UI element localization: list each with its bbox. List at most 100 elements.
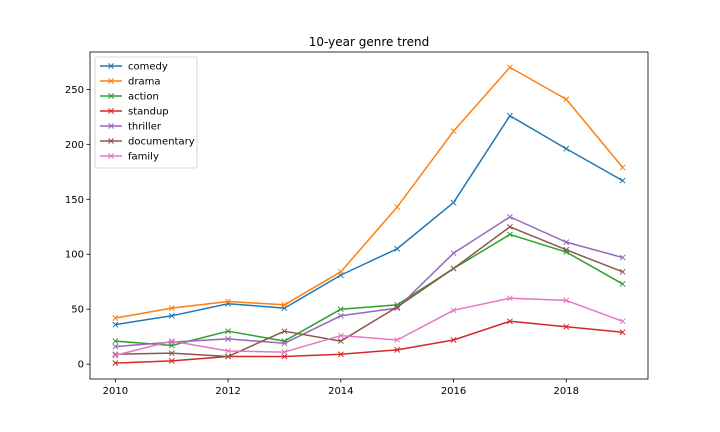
data-point-action	[506, 231, 513, 238]
data-point-standup	[563, 323, 570, 330]
x-tick-label: 2016	[441, 386, 466, 397]
series-line-comedy	[115, 115, 624, 326]
legend-item-thriller: thriller	[100, 122, 162, 133]
data-point-family	[337, 332, 344, 339]
data-point-standup	[337, 351, 344, 358]
data-point-standup	[168, 357, 175, 364]
legend-item-standup: standup	[100, 107, 169, 118]
data-point-drama	[168, 305, 175, 312]
x-tick-label: 2010	[103, 386, 128, 397]
data-point-thriller	[450, 250, 457, 257]
series-line-thriller	[115, 216, 623, 348]
data-point-thriller	[563, 239, 570, 246]
y-tick-label: 150	[65, 195, 84, 206]
data-point-thriller	[337, 312, 344, 319]
legend-label: action	[128, 92, 159, 103]
legend-item-comedy: comedy	[100, 62, 168, 73]
data-point-family	[281, 349, 288, 356]
x-tick-label: 2018	[554, 386, 579, 397]
data-point-standup	[394, 346, 401, 353]
legend-marker	[108, 78, 114, 84]
legend-item-family: family	[100, 152, 159, 163]
legend-item-documentary: documentary	[100, 137, 195, 148]
y-tick-label: 200	[65, 140, 84, 151]
data-point-family	[225, 348, 232, 354]
legend-label: family	[128, 152, 159, 163]
data-point-family	[394, 337, 401, 343]
data-point-standup	[450, 337, 457, 343]
data-point-comedy	[450, 199, 457, 206]
legend-label: thriller	[128, 122, 162, 133]
data-point-drama	[112, 315, 119, 321]
legend-marker	[108, 138, 114, 144]
legend-item-action: action	[100, 92, 159, 103]
series-documentary	[112, 223, 626, 360]
series-line-action	[115, 233, 624, 347]
chart-title: 10-year genre trend	[309, 35, 429, 49]
series-line-family	[115, 297, 623, 357]
data-point-thriller	[506, 213, 513, 220]
data-point-thriller	[619, 254, 626, 261]
data-point-standup	[619, 329, 626, 336]
data-point-drama	[225, 298, 232, 305]
data-point-thriller	[281, 340, 288, 347]
legend: comedy drama action standup thriller document…	[94, 56, 198, 169]
data-point-thriller	[225, 335, 232, 342]
series-drama	[112, 64, 626, 321]
data-point-comedy	[394, 245, 401, 252]
legend-marker	[108, 123, 114, 129]
data-point-family	[506, 295, 513, 302]
data-point-family	[112, 352, 119, 359]
legend-label: comedy	[128, 62, 168, 73]
series-thriller	[112, 213, 626, 350]
data-point-comedy	[112, 321, 119, 328]
data-point-family	[168, 338, 175, 345]
axes-frame	[89, 51, 649, 380]
series-line-drama	[115, 66, 624, 319]
data-point-drama	[281, 301, 288, 308]
legend-label: drama	[128, 77, 160, 88]
data-point-action	[225, 328, 232, 335]
data-point-family	[563, 297, 570, 304]
data-point-drama	[563, 96, 570, 103]
y-tick-label: 0	[78, 360, 84, 371]
data-point-comedy	[619, 177, 626, 184]
data-point-comedy	[506, 112, 513, 119]
data-point-family	[450, 307, 457, 314]
data-point-drama	[337, 268, 344, 275]
data-point-documentary	[281, 328, 288, 335]
legend-label: documentary	[128, 137, 195, 148]
data-point-thriller	[112, 343, 119, 350]
data-point-drama	[506, 64, 513, 71]
x-tick-label: 2014	[328, 386, 353, 397]
data-point-thriller	[168, 339, 175, 346]
data-point-drama	[450, 128, 457, 135]
data-point-documentary	[506, 223, 513, 230]
data-point-action	[112, 338, 119, 345]
y-tick-label: 100	[65, 250, 84, 261]
data-point-standup	[281, 353, 288, 360]
data-point-documentary	[337, 338, 344, 345]
data-point-documentary	[619, 268, 626, 275]
data-point-documentary	[225, 353, 232, 360]
x-tick-label: 2012	[215, 386, 240, 397]
legend-item-drama: drama	[100, 77, 160, 88]
series-line-documentary	[115, 226, 623, 358]
data-point-standup	[506, 318, 513, 325]
legend-label: standup	[128, 107, 169, 118]
series-line-standup	[115, 320, 623, 364]
y-tick-label: 250	[65, 85, 84, 96]
data-point-standup	[112, 360, 119, 367]
data-point-comedy	[563, 145, 570, 152]
series-family	[112, 295, 626, 359]
data-point-documentary	[112, 351, 119, 358]
plot-area	[112, 64, 626, 367]
data-point-family	[619, 318, 626, 325]
y-tick-label: 50	[71, 305, 84, 316]
legend-marker	[108, 108, 114, 114]
series-action	[112, 231, 626, 349]
data-point-documentary	[394, 304, 401, 310]
data-point-action	[619, 280, 626, 287]
series-standup	[112, 318, 626, 367]
